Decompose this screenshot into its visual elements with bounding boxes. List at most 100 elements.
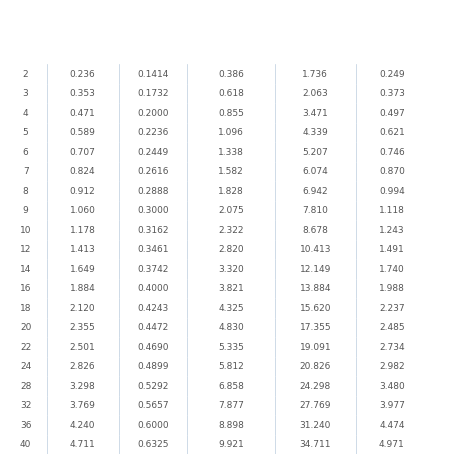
Text: 36: 36 — [20, 420, 31, 430]
Text: 0.707: 0.707 — [70, 148, 95, 157]
Text: Buttress Thread Dimension Chart (Metric): Buttress Thread Dimension Chart (Metric) — [80, 15, 394, 28]
Text: 0.373: 0.373 — [379, 89, 405, 98]
Text: 16: 16 — [20, 284, 31, 293]
Text: 24.298: 24.298 — [300, 382, 331, 391]
Text: 0.3742: 0.3742 — [137, 265, 169, 274]
Text: 0.6325: 0.6325 — [137, 440, 169, 449]
Text: 0.618: 0.618 — [218, 89, 244, 98]
Text: 15.620: 15.620 — [300, 304, 331, 313]
Text: 1.096: 1.096 — [218, 128, 244, 137]
Text: 0.4472: 0.4472 — [137, 323, 169, 332]
Text: 0.2449: 0.2449 — [137, 148, 169, 157]
Text: 2.322: 2.322 — [218, 226, 244, 235]
Text: 0.855: 0.855 — [218, 109, 244, 118]
Text: 3.769: 3.769 — [70, 401, 95, 410]
Text: 0.2888: 0.2888 — [137, 187, 169, 196]
Text: 34.711: 34.711 — [300, 440, 331, 449]
Text: 24: 24 — [20, 362, 31, 371]
Text: 1.740: 1.740 — [379, 265, 405, 274]
Text: 4.325: 4.325 — [218, 304, 244, 313]
Text: 9: 9 — [23, 206, 28, 215]
Text: 0.2236: 0.2236 — [137, 128, 169, 137]
Text: 7.810: 7.810 — [302, 206, 328, 215]
Text: 31.240: 31.240 — [300, 420, 331, 430]
Text: 0.2616: 0.2616 — [137, 167, 169, 176]
Text: 4.339: 4.339 — [302, 128, 328, 137]
Text: 1.649: 1.649 — [70, 265, 95, 274]
Text: 0.497: 0.497 — [379, 109, 405, 118]
Text: 5: 5 — [23, 128, 28, 137]
Text: Root Radius (R): Root Radius (R) — [358, 47, 426, 56]
Text: 3: 3 — [23, 89, 28, 98]
Text: 2.120: 2.120 — [70, 304, 95, 313]
Text: 0.746: 0.746 — [379, 148, 405, 157]
Text: 6.942: 6.942 — [302, 187, 328, 196]
Text: 3.821: 3.821 — [218, 284, 244, 293]
Text: 5.335: 5.335 — [218, 343, 244, 352]
Text: 27.769: 27.769 — [300, 401, 331, 410]
Text: 4.474: 4.474 — [379, 420, 405, 430]
Text: 28: 28 — [20, 382, 31, 391]
Text: Dimension (a): Dimension (a) — [123, 47, 183, 56]
Text: 3.471: 3.471 — [302, 109, 328, 118]
Text: 0.1414: 0.1414 — [137, 70, 169, 78]
Text: 1.413: 1.413 — [70, 245, 95, 254]
Text: 5.207: 5.207 — [302, 148, 328, 157]
Text: 9.921: 9.921 — [218, 440, 244, 449]
Text: 1.736: 1.736 — [302, 70, 328, 78]
Text: 6.858: 6.858 — [218, 382, 244, 391]
Text: 0.621: 0.621 — [379, 128, 405, 137]
Text: 0.1732: 0.1732 — [137, 89, 169, 98]
Text: 1.582: 1.582 — [218, 167, 244, 176]
Text: 0.4000: 0.4000 — [137, 284, 169, 293]
Text: 4.711: 4.711 — [70, 440, 95, 449]
Text: 10.413: 10.413 — [300, 245, 331, 254]
Text: 20.826: 20.826 — [300, 362, 331, 371]
Text: 8.898: 8.898 — [218, 420, 244, 430]
Text: 1.491: 1.491 — [379, 245, 405, 254]
Text: 0.4690: 0.4690 — [137, 343, 169, 352]
Text: 13.884: 13.884 — [300, 284, 331, 293]
Text: 1.243: 1.243 — [379, 226, 405, 235]
Text: 3.320: 3.320 — [218, 265, 244, 274]
Text: 1.338: 1.338 — [218, 148, 244, 157]
Text: 0.994: 0.994 — [379, 187, 405, 196]
Text: 2.826: 2.826 — [70, 362, 95, 371]
Text: 4.971: 4.971 — [379, 440, 405, 449]
Text: 0.386: 0.386 — [218, 70, 244, 78]
Text: 5.812: 5.812 — [218, 362, 244, 371]
Text: 0.353: 0.353 — [70, 89, 95, 98]
Text: 20: 20 — [20, 323, 31, 332]
Text: 32: 32 — [20, 401, 31, 410]
Text: 6.074: 6.074 — [302, 167, 328, 176]
Text: 3.977: 3.977 — [379, 401, 405, 410]
Text: 2.734: 2.734 — [379, 343, 405, 352]
Text: 1.828: 1.828 — [218, 187, 244, 196]
Text: 2.820: 2.820 — [218, 245, 244, 254]
Text: 0.2000: 0.2000 — [137, 109, 169, 118]
Text: 40: 40 — [20, 440, 31, 449]
Text: 1.178: 1.178 — [70, 226, 95, 235]
Text: 12: 12 — [20, 245, 31, 254]
Text: 1.060: 1.060 — [70, 206, 95, 215]
Text: 1.118: 1.118 — [379, 206, 405, 215]
Text: 0.4243: 0.4243 — [137, 304, 169, 313]
Text: 22: 22 — [20, 343, 31, 352]
Text: 2.075: 2.075 — [218, 206, 244, 215]
Text: 0.4899: 0.4899 — [137, 362, 169, 371]
Text: 2.063: 2.063 — [302, 89, 328, 98]
Text: 18: 18 — [20, 304, 31, 313]
Text: 10: 10 — [20, 226, 31, 235]
Text: 0.824: 0.824 — [70, 167, 95, 176]
Text: 8: 8 — [23, 187, 28, 196]
Text: 2.501: 2.501 — [70, 343, 95, 352]
Text: 0.5657: 0.5657 — [137, 401, 169, 410]
Text: 0.912: 0.912 — [70, 187, 95, 196]
Text: 0.870: 0.870 — [379, 167, 405, 176]
Text: Total Height (h3): Total Height (h3) — [279, 47, 352, 56]
Text: 1.988: 1.988 — [379, 284, 405, 293]
Text: Clearance (ac): Clearance (ac) — [51, 47, 114, 56]
Text: 1.884: 1.884 — [70, 284, 95, 293]
Text: 4.240: 4.240 — [70, 420, 95, 430]
Text: 8.678: 8.678 — [302, 226, 328, 235]
